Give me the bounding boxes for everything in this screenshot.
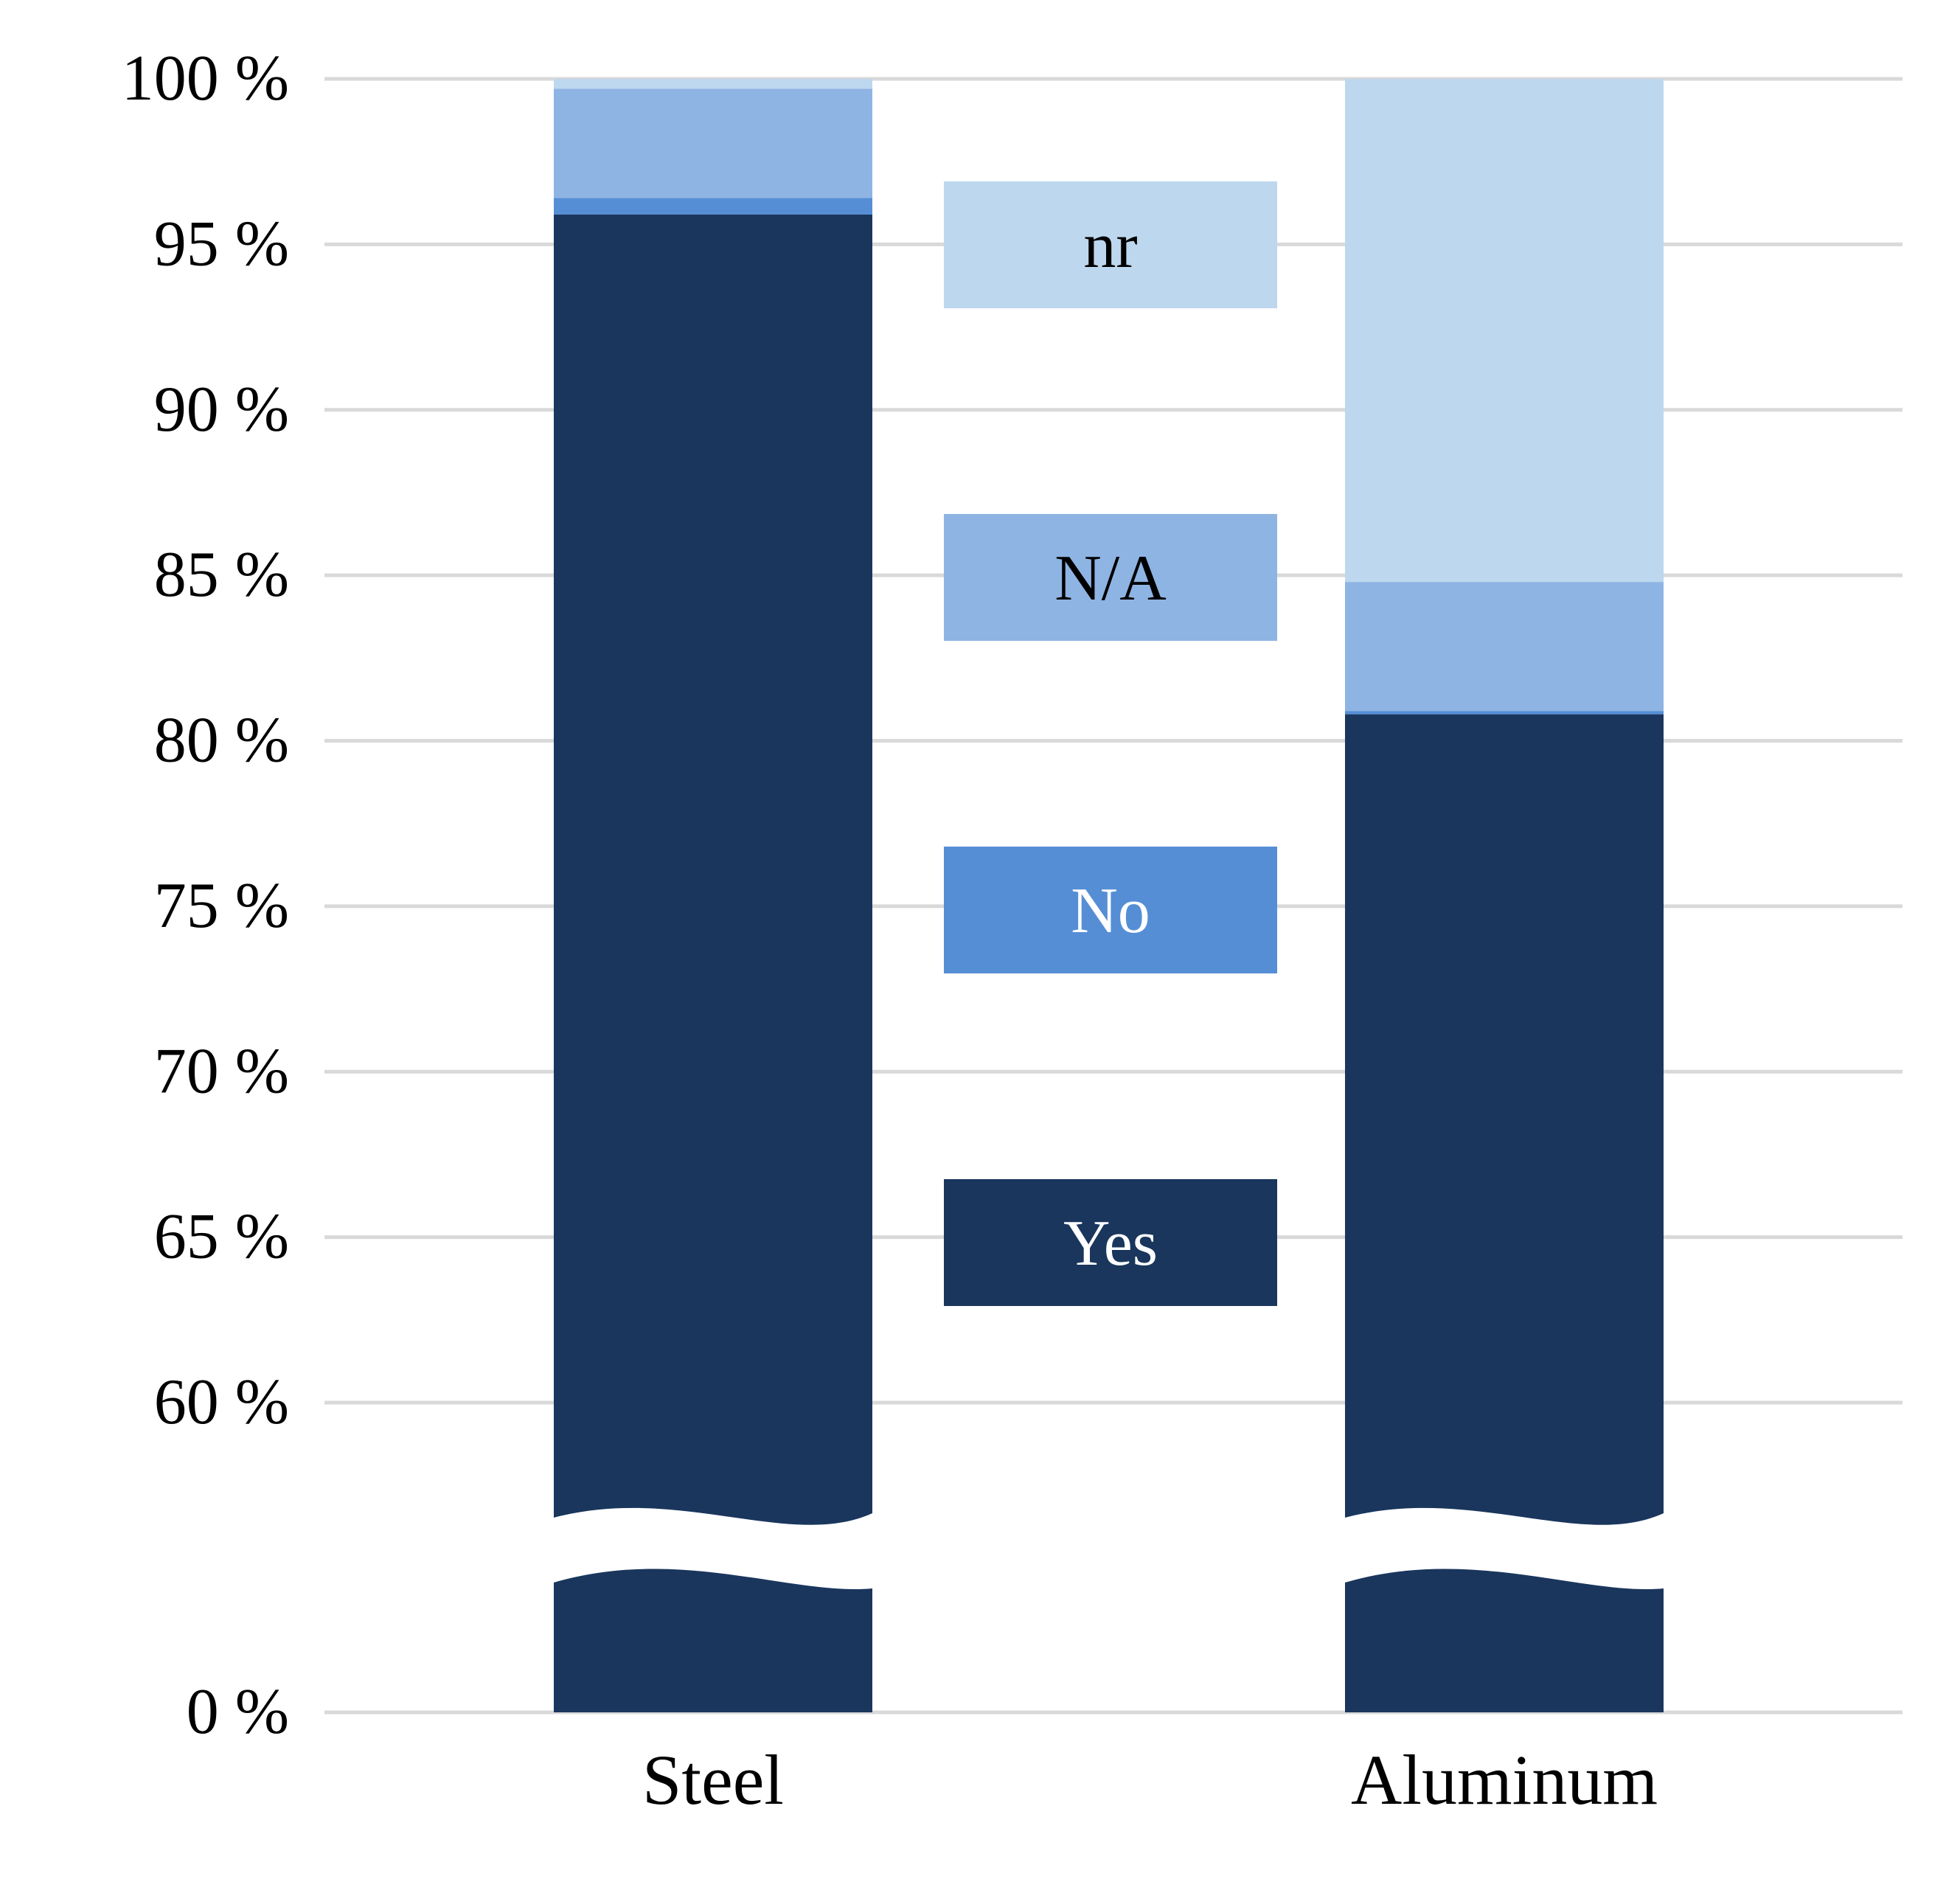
legend-item-yes: Yes — [944, 1179, 1277, 1306]
y-tick-label: 70 % — [154, 1035, 289, 1107]
legend-swatch — [944, 1179, 1277, 1306]
legend-swatch — [944, 514, 1277, 641]
bar-segment-aluminum-yes — [1345, 714, 1664, 1403]
bar-segment-aluminum-nr — [1345, 79, 1664, 583]
bar-segment-aluminum-na — [1345, 582, 1664, 712]
legend-label: N/A — [1054, 543, 1167, 614]
y-tick-label: 80 % — [154, 705, 289, 777]
y-tick-label: 65 % — [154, 1201, 289, 1273]
bars — [554, 79, 1664, 1712]
legend-item-no: No — [944, 847, 1277, 973]
bar-break-upper-steel — [554, 1403, 872, 1525]
bar-segment-steel-nr — [554, 79, 872, 89]
x-axis-labels: Steel Aluminum — [642, 1740, 1658, 1819]
legend-label: Yes — [1063, 1208, 1158, 1279]
x-category-label: Steel — [642, 1740, 784, 1819]
y-tick-label: 75 % — [154, 870, 289, 942]
legend-swatch — [944, 847, 1277, 973]
bar-break-lower-aluminum — [1345, 1569, 1664, 1712]
legend-item-nr: nr — [944, 181, 1277, 308]
legend-label: No — [1071, 875, 1150, 947]
bar-segment-aluminum-no — [1345, 711, 1664, 715]
y-axis-ticks: 0 % 60 % 65 % 70 % 75 % 80 % 85 % 90 % 95 % 100 % — [122, 43, 289, 1748]
legend-label: nr — [1083, 210, 1137, 282]
legend-item-na: N/A — [944, 514, 1277, 641]
y-tick-label: 60 % — [154, 1366, 289, 1438]
bar-segment-steel-na — [554, 88, 872, 198]
bar-segment-steel-yes — [554, 214, 872, 1403]
bar-segment-steel-no — [554, 198, 872, 215]
y-tick-label: 0 % — [187, 1676, 289, 1748]
bar-break-upper-aluminum — [1345, 1403, 1664, 1525]
legend: nr N/A No Yes — [944, 181, 1277, 1306]
y-tick-label: 90 % — [154, 374, 289, 445]
y-tick-label: 95 % — [154, 208, 289, 279]
y-tick-label: 100 % — [122, 43, 289, 114]
x-category-label: Aluminum — [1351, 1740, 1658, 1819]
legend-swatch — [944, 181, 1277, 308]
bar-break-lower-steel — [554, 1569, 872, 1712]
y-tick-label: 85 % — [154, 539, 289, 611]
